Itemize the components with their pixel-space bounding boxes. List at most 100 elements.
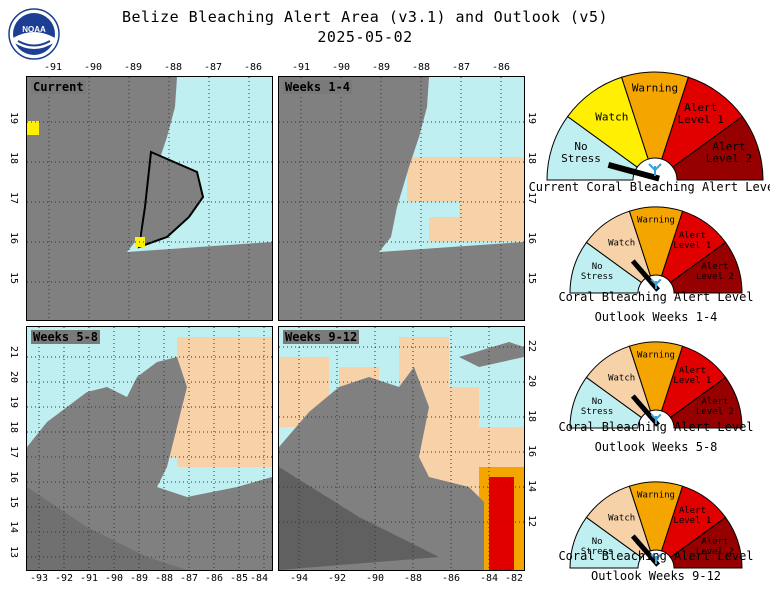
panel-label-weeks-5-8: Weeks 5-8 — [31, 330, 101, 344]
gauge-segment-alert2 — [669, 376, 743, 429]
lon-tick: -87 — [180, 573, 199, 584]
map-panel-current: Current — [26, 76, 273, 321]
gauge-needle — [630, 534, 661, 567]
gauge-subcaption: Outlook Weeks 1-4 — [594, 310, 718, 324]
lat-tick: 13 — [8, 546, 19, 559]
lon-tick: -90 — [366, 573, 385, 584]
gauge-label-alert1: Alert Level 1 — [678, 101, 724, 126]
lat-tick: 18 — [526, 152, 537, 165]
panel-label-weeks-1-4: Weeks 1-4 — [283, 80, 353, 94]
lon-tick: -84 — [250, 573, 269, 584]
gauge-3: No Stress Watch Warning Alert Level 1 Alert Lev… — [569, 341, 743, 429]
gauge-label-no-stress: No Stress — [581, 262, 614, 282]
gauge-caption: Coral Bleaching Alert Level — [558, 549, 754, 563]
gauge-needle — [630, 259, 661, 292]
lon-tick: -94 — [290, 573, 309, 584]
lat-tick: 21 — [8, 346, 19, 359]
gauge-subcaption: Outlook Weeks 5-8 — [594, 440, 718, 454]
lon-tick: -88 — [155, 573, 174, 584]
lon-tick: -89 — [124, 62, 143, 73]
lon-tick: -89 — [372, 62, 391, 73]
map-panel-weeks-1-4: Weeks 1-4 — [278, 76, 525, 321]
gauge-label-warning: Warning — [637, 350, 675, 360]
gauge-subcaption: Outlook Weeks 9-12 — [590, 569, 722, 583]
gauge-label-alert2: Alert Level 2 — [696, 397, 734, 417]
lat-tick: 18 — [8, 152, 19, 165]
gauge-label-watch: Watch — [595, 111, 628, 124]
lon-tick: -86 — [244, 62, 263, 73]
lon-tick: -91 — [80, 573, 99, 584]
lon-tick: -88 — [404, 573, 423, 584]
lon-tick: -87 — [204, 62, 223, 73]
lon-tick: -90 — [84, 62, 103, 73]
lat-tick: 19 — [8, 112, 19, 125]
gauge-label-alert1: Alert Level 1 — [673, 506, 711, 526]
lon-tick: -90 — [332, 62, 351, 73]
lat-tick: 18 — [8, 421, 19, 434]
noaa-logo: NOAA — [8, 8, 60, 60]
gauge-label-alert2: Alert Level 2 — [706, 140, 752, 165]
lon-tick: -88 — [412, 62, 431, 73]
lat-tick: 15 — [8, 272, 19, 285]
logo-text: NOAA — [22, 25, 46, 34]
gauge-label-warning: Warning — [637, 215, 675, 225]
gauge-label-watch: Watch — [608, 514, 635, 524]
lat-tick: 22 — [526, 340, 537, 353]
lat-tick: 16 — [526, 232, 537, 245]
gauge-label-warning: Warning — [637, 490, 675, 500]
map-panel-weeks-5-8: Weeks 5-8 — [26, 326, 273, 571]
lat-tick: 14 — [8, 521, 19, 534]
lon-tick: -91 — [44, 62, 63, 73]
gauge-label-alert1: Alert Level 1 — [673, 231, 711, 251]
lon-tick: -92 — [55, 573, 74, 584]
gauge-label-watch: Watch — [608, 239, 635, 249]
lat-tick: 15 — [526, 272, 537, 285]
lon-tick: -86 — [205, 573, 224, 584]
lat-tick: 17 — [8, 192, 19, 205]
lon-tick: -93 — [30, 573, 49, 584]
lat-tick: 20 — [8, 371, 19, 384]
lat-tick: 17 — [8, 446, 19, 459]
gauge-label-warning: Warning — [632, 81, 678, 94]
gauge-caption: Coral Bleaching Alert Level — [558, 420, 754, 434]
gauge-2: No Stress Watch Warning Alert Level 1 Alert Lev… — [569, 206, 743, 294]
lon-tick: -82 — [505, 573, 524, 584]
lon-tick: -86 — [492, 62, 511, 73]
gauge-label-alert1: Alert Level 1 — [673, 366, 711, 386]
gauge-segment-alert2 — [672, 115, 764, 181]
lon-tick: -88 — [164, 62, 183, 73]
panel-label-weeks-9-12: Weeks 9-12 — [283, 330, 360, 344]
gauge-caption: Coral Bleaching Alert Level — [558, 290, 754, 304]
gauge-segment-alert2 — [669, 241, 743, 294]
lat-tick: 16 — [8, 232, 19, 245]
lon-tick: -86 — [442, 573, 461, 584]
page-title: Belize Bleaching Alert Area (v3.1) and O… — [121, 8, 609, 26]
gauge-label-no-stress: No Stress — [581, 397, 614, 417]
lat-tick: 14 — [526, 480, 537, 493]
coral-icon — [648, 163, 662, 176]
lon-tick: -91 — [292, 62, 311, 73]
lon-tick: -84 — [480, 573, 499, 584]
lat-tick: 12 — [526, 515, 537, 528]
lon-tick: -90 — [105, 573, 124, 584]
gauge-label-no-stress: No Stress — [561, 140, 601, 165]
panel-label-current: Current — [31, 80, 86, 94]
coral-icon — [650, 278, 662, 289]
gauge-needle — [607, 161, 660, 182]
lat-tick: 18 — [526, 410, 537, 423]
gauge-4: No Stress Watch Warning Alert Level 1 Alert Lev… — [569, 481, 743, 569]
lat-tick: 17 — [526, 192, 537, 205]
map-panel-weeks-9-12: Weeks 9-12 — [278, 326, 525, 571]
lat-tick: 19 — [526, 112, 537, 125]
gauge-needle — [630, 394, 661, 427]
lat-tick: 16 — [8, 471, 19, 484]
lat-tick: 20 — [526, 375, 537, 388]
lat-tick: 16 — [526, 445, 537, 458]
gauge-label-alert2: Alert Level 2 — [696, 537, 734, 557]
gauge-segment-alert2 — [669, 516, 743, 569]
coral-icon — [650, 413, 662, 424]
lon-tick: -92 — [328, 573, 347, 584]
page-date: 2025-05-02 — [317, 28, 413, 46]
lon-tick: -89 — [130, 573, 149, 584]
